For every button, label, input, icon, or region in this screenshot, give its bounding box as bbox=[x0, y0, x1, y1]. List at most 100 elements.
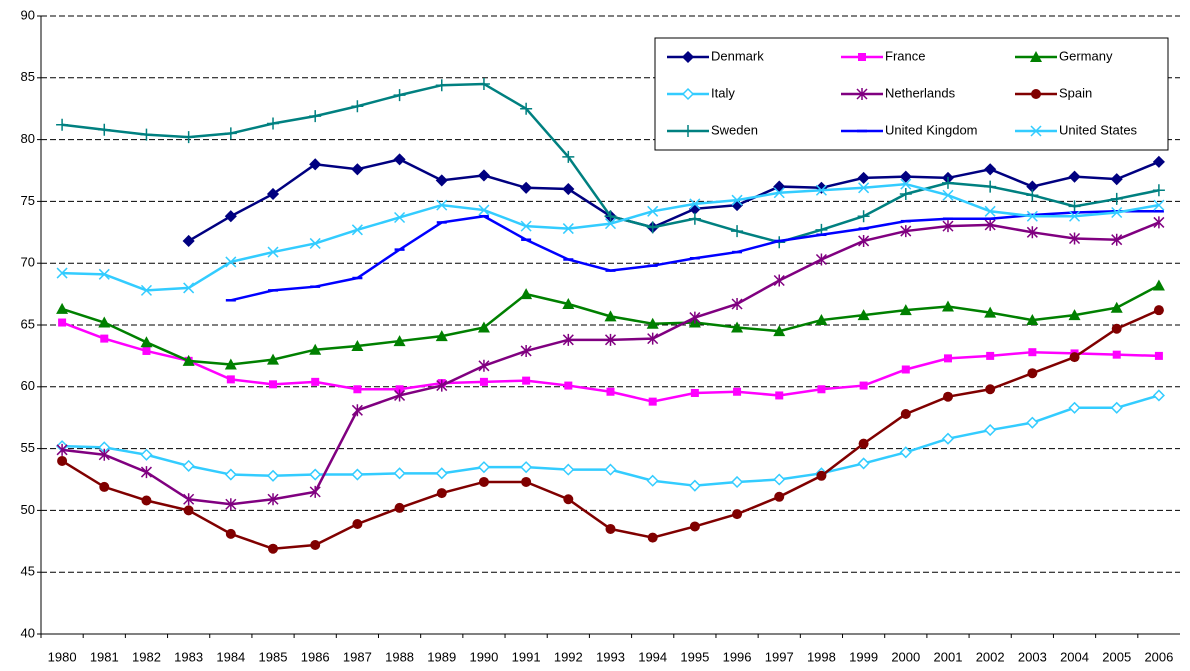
x-tick-label: 1981 bbox=[90, 649, 119, 664]
marker bbox=[182, 131, 195, 144]
marker bbox=[351, 404, 363, 417]
marker bbox=[183, 282, 195, 294]
marker bbox=[899, 446, 912, 459]
marker bbox=[900, 178, 912, 190]
marker bbox=[984, 423, 997, 437]
marker bbox=[941, 300, 954, 312]
marker bbox=[688, 479, 701, 492]
marker bbox=[562, 297, 575, 309]
marker bbox=[309, 237, 321, 249]
marker bbox=[393, 467, 406, 480]
x-tick-label: 2000 bbox=[891, 649, 920, 664]
marker bbox=[351, 100, 364, 113]
marker bbox=[858, 438, 869, 449]
marker bbox=[942, 189, 954, 201]
marker bbox=[856, 88, 868, 100]
marker bbox=[1030, 125, 1042, 137]
marker bbox=[353, 385, 362, 394]
legend-label: Italy bbox=[711, 85, 735, 100]
marker bbox=[142, 346, 151, 355]
marker bbox=[269, 380, 278, 389]
x-tick-label: 1985 bbox=[259, 649, 288, 664]
legend-label: Netherlands bbox=[885, 85, 956, 100]
y-tick-label: 75 bbox=[21, 193, 35, 208]
marker bbox=[140, 284, 152, 296]
x-tick-label: 1987 bbox=[343, 649, 372, 664]
marker bbox=[183, 505, 194, 516]
marker bbox=[393, 153, 406, 166]
marker bbox=[520, 288, 533, 300]
legend-box bbox=[654, 37, 1169, 151]
marker bbox=[56, 118, 69, 131]
marker bbox=[1069, 210, 1081, 222]
x-tick-label: 1996 bbox=[723, 649, 752, 664]
x-tick-label: 2002 bbox=[976, 649, 1005, 664]
marker bbox=[1026, 189, 1039, 202]
y-tick-label: 45 bbox=[21, 564, 35, 579]
marker bbox=[857, 171, 870, 184]
marker bbox=[985, 384, 996, 395]
marker bbox=[478, 476, 489, 487]
marker bbox=[1111, 233, 1123, 246]
y-tick-label: 40 bbox=[21, 625, 35, 640]
marker bbox=[435, 330, 448, 342]
marker bbox=[689, 521, 700, 532]
x-tick-label: 1994 bbox=[638, 649, 667, 664]
marker bbox=[141, 495, 152, 506]
marker bbox=[100, 334, 109, 343]
marker bbox=[267, 493, 279, 506]
marker bbox=[520, 102, 533, 115]
marker bbox=[394, 502, 405, 513]
marker bbox=[858, 182, 870, 194]
marker bbox=[58, 318, 67, 327]
marker bbox=[57, 455, 68, 466]
marker bbox=[1031, 89, 1041, 99]
marker bbox=[648, 397, 657, 406]
marker bbox=[731, 194, 743, 206]
marker bbox=[773, 187, 785, 199]
marker bbox=[436, 379, 448, 392]
marker bbox=[224, 358, 237, 370]
marker bbox=[562, 182, 575, 196]
marker bbox=[477, 77, 490, 90]
marker bbox=[1069, 352, 1080, 363]
marker bbox=[899, 304, 912, 316]
x-tick-label: 2004 bbox=[1060, 649, 1089, 664]
marker bbox=[267, 117, 280, 130]
marker bbox=[773, 473, 786, 486]
marker bbox=[815, 314, 828, 326]
marker bbox=[900, 225, 912, 238]
marker bbox=[351, 340, 364, 352]
series-line bbox=[62, 182, 1160, 292]
x-tick-label: 1991 bbox=[512, 649, 541, 664]
x-tick-label: 1997 bbox=[765, 649, 794, 664]
marker bbox=[562, 150, 575, 163]
marker bbox=[1154, 351, 1163, 360]
marker bbox=[435, 174, 448, 187]
marker bbox=[1026, 210, 1038, 222]
marker bbox=[1152, 279, 1165, 291]
marker bbox=[1153, 305, 1164, 316]
marker bbox=[224, 210, 237, 223]
marker bbox=[647, 205, 659, 217]
marker bbox=[140, 336, 153, 348]
marker bbox=[1068, 200, 1081, 213]
y-tick-label: 65 bbox=[21, 316, 35, 331]
marker bbox=[351, 224, 363, 236]
marker bbox=[816, 470, 827, 481]
marker bbox=[733, 387, 742, 396]
marker bbox=[435, 467, 448, 480]
marker bbox=[604, 463, 617, 476]
marker bbox=[857, 457, 870, 470]
marker bbox=[731, 297, 743, 310]
marker bbox=[1152, 184, 1165, 197]
marker bbox=[681, 87, 695, 101]
x-tick-label: 1984 bbox=[216, 649, 245, 664]
marker bbox=[351, 163, 364, 176]
marker bbox=[646, 221, 659, 234]
marker bbox=[309, 468, 322, 481]
marker bbox=[140, 128, 153, 141]
marker bbox=[942, 220, 954, 233]
y-tick-label: 80 bbox=[21, 131, 35, 146]
